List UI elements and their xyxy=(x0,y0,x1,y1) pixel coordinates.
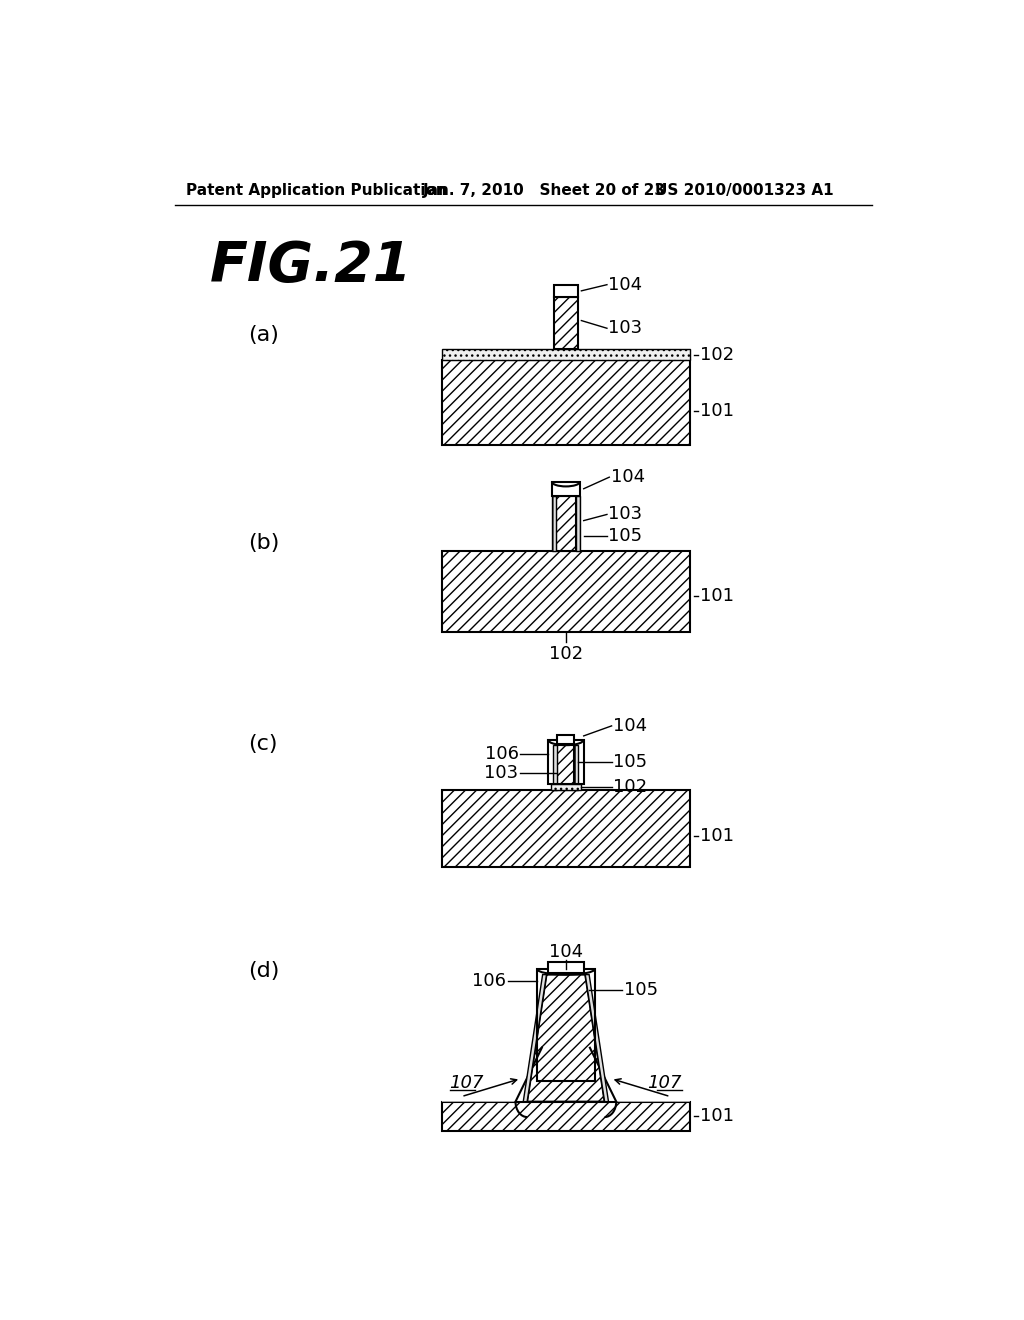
Bar xyxy=(557,735,574,744)
Bar xyxy=(548,962,584,973)
Text: (b): (b) xyxy=(248,533,280,553)
Text: 104: 104 xyxy=(611,469,645,486)
Bar xyxy=(548,739,584,784)
Text: 105: 105 xyxy=(613,754,647,771)
Text: 107: 107 xyxy=(647,1073,682,1092)
Text: 102: 102 xyxy=(613,777,647,796)
Bar xyxy=(552,496,556,552)
Polygon shape xyxy=(590,1048,690,1102)
Polygon shape xyxy=(523,974,547,1102)
Bar xyxy=(554,285,578,297)
Text: (d): (d) xyxy=(248,961,280,981)
Text: 105: 105 xyxy=(624,981,658,999)
Bar xyxy=(552,482,580,496)
Text: 104: 104 xyxy=(608,276,643,293)
Text: Patent Application Publication: Patent Application Publication xyxy=(186,183,446,198)
Text: FIG.21: FIG.21 xyxy=(209,239,412,293)
Text: 104: 104 xyxy=(613,717,647,735)
Polygon shape xyxy=(442,1048,542,1102)
Bar xyxy=(442,350,690,360)
Bar xyxy=(442,360,690,445)
Text: 107: 107 xyxy=(450,1073,484,1092)
Bar xyxy=(554,744,557,789)
Text: 102: 102 xyxy=(549,644,583,663)
Text: Jan. 7, 2010   Sheet 20 of 23: Jan. 7, 2010 Sheet 20 of 23 xyxy=(423,183,666,198)
Polygon shape xyxy=(527,974,604,1102)
Text: 101: 101 xyxy=(700,586,734,605)
Text: 103: 103 xyxy=(608,319,643,338)
Bar xyxy=(575,496,580,552)
Bar xyxy=(554,297,578,350)
Bar xyxy=(556,496,575,552)
Text: 106: 106 xyxy=(484,746,518,763)
Text: 106: 106 xyxy=(472,972,506,990)
Text: US 2010/0001323 A1: US 2010/0001323 A1 xyxy=(655,183,834,198)
Text: 101: 101 xyxy=(700,1107,734,1125)
Text: 102: 102 xyxy=(700,346,734,364)
Bar xyxy=(574,744,579,789)
Text: 101: 101 xyxy=(700,403,734,420)
Text: 104: 104 xyxy=(549,944,583,961)
Text: 103: 103 xyxy=(608,506,643,524)
Text: 101: 101 xyxy=(700,828,734,845)
Bar xyxy=(442,552,690,632)
Text: (c): (c) xyxy=(248,734,278,754)
Text: 103: 103 xyxy=(484,764,518,781)
Bar xyxy=(551,784,581,789)
Bar xyxy=(442,789,690,867)
Text: 105: 105 xyxy=(608,527,643,545)
Polygon shape xyxy=(586,974,608,1102)
Bar xyxy=(442,1102,690,1131)
Bar xyxy=(538,969,595,1081)
Bar xyxy=(557,744,574,789)
Text: (a): (a) xyxy=(248,326,279,346)
